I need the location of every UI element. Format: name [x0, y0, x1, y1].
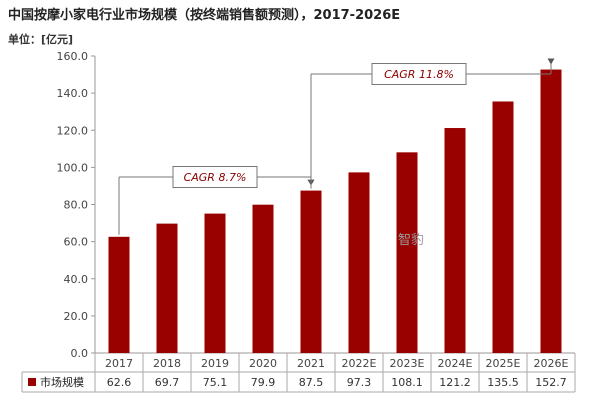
cagr-box: [172, 166, 258, 188]
y-tick-label: 60.0: [64, 236, 89, 249]
x-tick-label: 2024E: [438, 357, 473, 370]
data-label: 69.7: [155, 376, 180, 389]
data-label: 79.9: [251, 376, 276, 389]
page-title: 中国按摩小家电行业市场规模（按终端销售额预测），2017-2026E: [8, 8, 401, 23]
data-label: 75.1: [203, 376, 228, 389]
data-label: 87.5: [299, 376, 324, 389]
bar-2024e: [444, 128, 466, 353]
legend-swatch: [28, 378, 36, 386]
data-label: 152.7: [535, 376, 567, 389]
x-tick-label: 2021: [297, 357, 325, 370]
x-tick-label: 2022E: [342, 357, 377, 370]
data-label: 97.3: [347, 376, 372, 389]
bar-2020: [252, 204, 274, 353]
x-tick-label: 2019: [201, 357, 229, 370]
cagr-label: CAGR 8.7%: [184, 171, 247, 184]
y-tick-label: 160.0: [57, 50, 89, 63]
bar-2023e: [396, 152, 418, 353]
y-tick-label: 80.0: [64, 199, 89, 212]
bar-2021: [300, 190, 322, 353]
cagr-annotations: CAGR 8.7% CAGR 11.8%: [118, 58, 555, 235]
unit-label: 单位：[亿元]: [8, 33, 74, 46]
x-tick-label: 2026E: [534, 357, 569, 370]
y-tick-label: 100.0: [57, 161, 89, 174]
y-tick-label: 40.0: [64, 273, 89, 286]
y-tick-label: 0.0: [71, 347, 89, 360]
bar-2019: [204, 213, 226, 353]
x-tick-label: 2020: [249, 357, 277, 370]
y-tick-label: 140.0: [57, 87, 89, 100]
data-table: 2017 2018 2019 2020 2021 2022E 2023E 2024E 2025E…: [21, 353, 576, 393]
x-tick-label: 2023E: [390, 357, 425, 370]
y-tick-label: 120.0: [57, 124, 89, 137]
x-tick-label: 2018: [153, 357, 181, 370]
bar-2025e: [492, 101, 514, 354]
watermark-text: 智豹: [398, 233, 424, 248]
bar-2017: [108, 236, 130, 353]
cagr-label: CAGR 11.8%: [384, 68, 454, 81]
legend-label: 市场规模: [40, 375, 84, 389]
data-label: 121.2: [439, 376, 471, 389]
bar-2018: [156, 223, 178, 353]
cagr-box: [371, 63, 467, 85]
bars: [108, 69, 562, 354]
cagr-arrowhead: [547, 58, 555, 65]
y-tick-label: 20.0: [64, 310, 89, 323]
data-label: 135.5: [487, 376, 519, 389]
x-tick-label: 2025E: [486, 357, 521, 370]
bar-2026e: [540, 69, 562, 353]
x-tick-label: 2017: [105, 357, 133, 370]
data-label: 108.1: [391, 376, 423, 389]
data-label: 62.6: [107, 376, 132, 389]
bar-2022e: [348, 172, 370, 353]
